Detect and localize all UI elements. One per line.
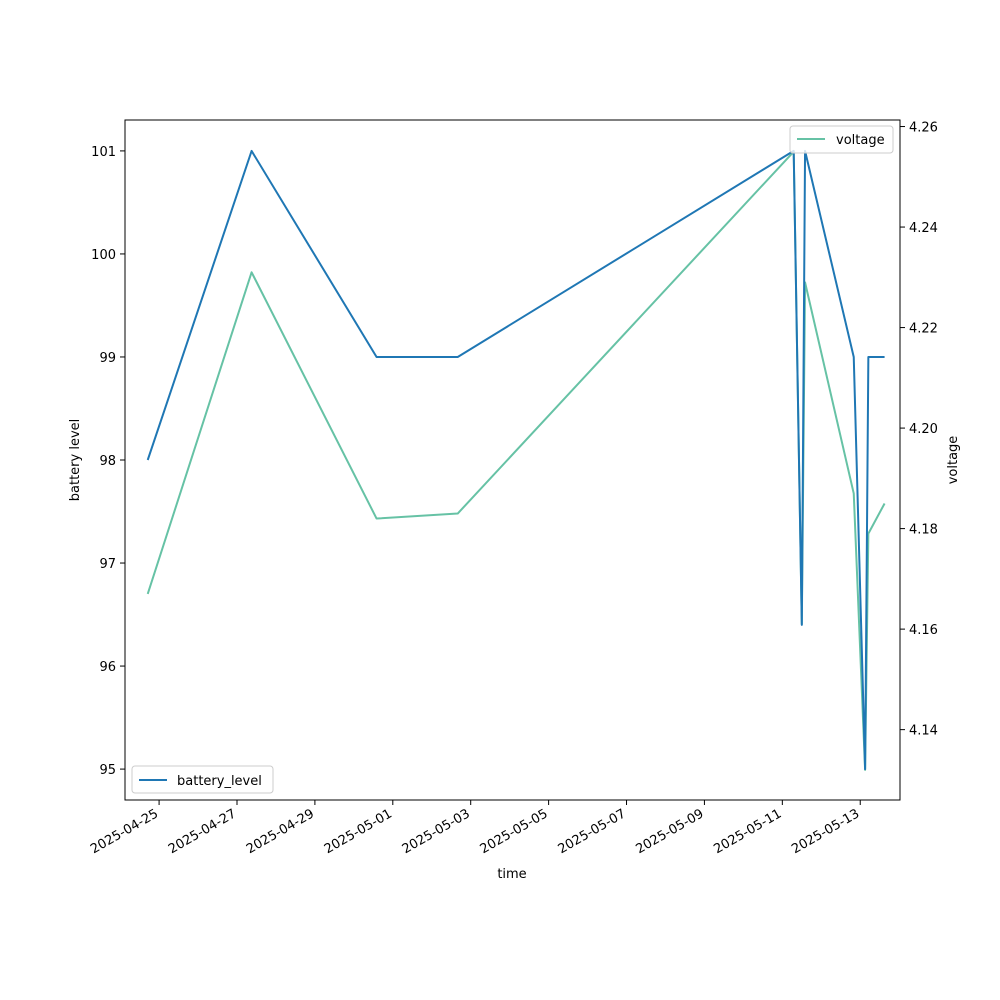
legend-battery-level: battery_level bbox=[131, 765, 274, 794]
x-axis-title: time bbox=[497, 867, 526, 882]
x-tick-label: 2025-04-25 bbox=[88, 806, 161, 857]
series-line-battery-level bbox=[146, 149, 885, 771]
x-tick-label: 2025-05-13 bbox=[789, 806, 862, 857]
x-tick-label: 2025-05-03 bbox=[400, 806, 473, 857]
legend-label-voltage: voltage bbox=[836, 133, 885, 148]
legend-box bbox=[789, 125, 894, 154]
legend-box bbox=[131, 765, 274, 794]
y-left-tick-label: 95 bbox=[99, 763, 116, 778]
y-right-tick-label: 4.26 bbox=[909, 121, 938, 136]
y-right-tick-label: 4.20 bbox=[909, 422, 938, 437]
y-left-tick-label: 100 bbox=[91, 248, 116, 263]
y-right-tick-label: 4.18 bbox=[909, 523, 938, 538]
x-axis: 2025-04-25 2025-04-27 2025-04-29 2025-05-01… bbox=[88, 800, 862, 857]
y-axis-left: 95 96 97 98 99 100 101 bbox=[91, 145, 125, 778]
x-tick-label: 2025-04-27 bbox=[166, 806, 239, 857]
series-line-voltage bbox=[146, 150, 886, 771]
legend-label-battery-level: battery_level bbox=[177, 774, 262, 789]
x-tick-label: 2025-05-01 bbox=[322, 806, 395, 857]
y-right-tick-label: 4.24 bbox=[909, 221, 938, 236]
x-tick-label: 2025-05-09 bbox=[633, 806, 706, 857]
y-left-tick-label: 96 bbox=[99, 660, 116, 675]
y-axis-left-title: battery level bbox=[68, 419, 83, 502]
x-tick-label: 2025-05-07 bbox=[556, 806, 629, 857]
x-tick-label: 2025-05-11 bbox=[711, 806, 784, 857]
y-left-tick-label: 99 bbox=[99, 351, 116, 366]
y-right-tick-label: 4.16 bbox=[909, 623, 938, 638]
y-left-tick-label: 101 bbox=[91, 145, 116, 160]
y-right-tick-label: 4.14 bbox=[909, 724, 938, 739]
y-axis-right-title: voltage bbox=[946, 436, 961, 485]
y-right-tick-label: 4.22 bbox=[909, 322, 938, 337]
y-left-tick-label: 98 bbox=[99, 454, 116, 469]
legend-voltage: voltage bbox=[789, 125, 894, 154]
y-left-tick-label: 97 bbox=[99, 557, 116, 572]
x-tick-label: 2025-05-05 bbox=[478, 806, 551, 857]
plot-frame bbox=[124, 119, 901, 801]
series-layer bbox=[146, 149, 886, 771]
x-tick-label: 2025-04-29 bbox=[244, 806, 317, 857]
y-axis-right: 4.14 4.16 4.18 4.20 4.22 4.24 4.26 bbox=[900, 121, 938, 739]
